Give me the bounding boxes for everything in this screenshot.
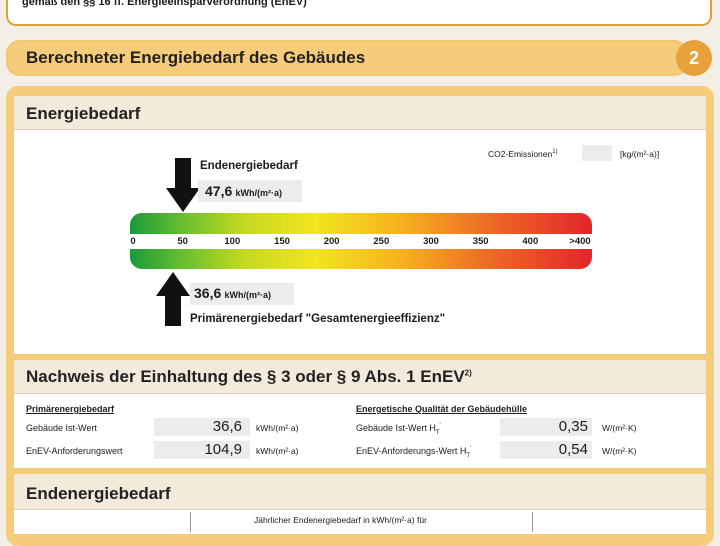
endenergie-header [14, 474, 706, 510]
energiebedarf-title: Energiebedarf [26, 104, 141, 123]
energy-scale-ticks-band [130, 234, 592, 249]
right-row-2-unit: W/(m²·K) [602, 446, 637, 456]
end-energy-unit: kWh/(m²·a) [235, 188, 282, 198]
primary-energy-value: 36,6 [194, 285, 222, 301]
primary-energy-arrow-icon [156, 272, 190, 326]
right-row-1-unit: W/(m²·K) [602, 423, 637, 433]
left-row-1-unit: kWh/(m²·a) [256, 423, 299, 433]
scale-tick-label: 300 [423, 236, 439, 247]
right-row-2-cell [500, 441, 592, 459]
end-energy-value: 47,6 [205, 183, 233, 199]
right-row-1-label: Gebäude Ist-Wert HT' [356, 423, 441, 436]
section-number-badge: 2 [676, 40, 712, 76]
header-box [6, 0, 712, 26]
nachweis-right-heading: Energetische Qualität der Gebäudehülle [356, 404, 528, 414]
endenergie-title: Endenergiebedarf [26, 484, 171, 503]
scale-tick-label: 400 [522, 236, 539, 247]
end-energy-value-row: 47,6 kWh/(m²·a) [205, 183, 282, 199]
left-row-1-cell [154, 418, 250, 436]
section-banner [6, 40, 688, 76]
left-row-2-cell [154, 441, 250, 459]
right-row-2-value: 0,54 [558, 441, 588, 458]
nachweis-header [14, 360, 706, 394]
primary-energy-value-row: 36,6 kWh/(m²·a) [194, 285, 271, 301]
co2-value-box [582, 145, 612, 161]
scale-tick-label: 200 [323, 236, 340, 247]
endenergie-table-divider-left [190, 512, 191, 532]
scale-tick-label: 150 [274, 236, 290, 247]
left-row-1-value: 36,6 [212, 418, 242, 435]
end-energy-value-box [198, 180, 302, 202]
right-row-2-label: EnEV-Anforderungs-Wert HT' [356, 446, 472, 459]
section-title: Berechneter Energiebedarf des Gebäudes [26, 48, 366, 67]
scale-tick-label: 350 [472, 236, 489, 247]
scale-tick-label: >400 [569, 236, 591, 247]
nachweis-title: Nachweis der Einhaltung des § 3 oder § 9… [26, 367, 472, 386]
scale-tick-label: 50 [177, 236, 188, 247]
left-row-2-value: 104,9 [204, 441, 242, 458]
right-row-1-cell [500, 418, 592, 436]
legal-text: gemäß den §§ 16 ff. Energieeinsparverord… [22, 0, 307, 8]
primary-energy-unit: kWh/(m²·a) [224, 290, 271, 300]
energiebedarf-header [14, 96, 706, 130]
left-row-2-unit: kWh/(m²·a) [256, 446, 299, 456]
left-row-2-label: EnEV-Anforderungswert [26, 446, 123, 456]
nachweis-left-heading: Primärenergiebedarf [26, 404, 115, 414]
right-row-1-value: 0,35 [558, 418, 588, 435]
co2-unit: [kg/(m²·a)] [620, 149, 660, 159]
endenergie-table-divider-right [532, 512, 533, 532]
scale-tick-label: 250 [373, 236, 390, 247]
scale-tick-label: 100 [224, 236, 241, 247]
end-energy-arrow-icon [166, 158, 200, 212]
primary-energy-label: Primärenergiebedarf "Gesamtenergieeffizi… [190, 313, 446, 325]
primary-energy-value-box [190, 283, 294, 305]
scale-tick-label: 0 [130, 236, 136, 247]
co2-label: CO2-Emissionen1) [488, 149, 558, 159]
end-energy-label: Endenergiebedarf [200, 160, 298, 172]
endenergie-table-header: Jährlicher Endenergiebedarf in kWh/(m²·a… [254, 515, 427, 525]
left-row-1-label: Gebäude Ist-Wert [26, 423, 97, 433]
